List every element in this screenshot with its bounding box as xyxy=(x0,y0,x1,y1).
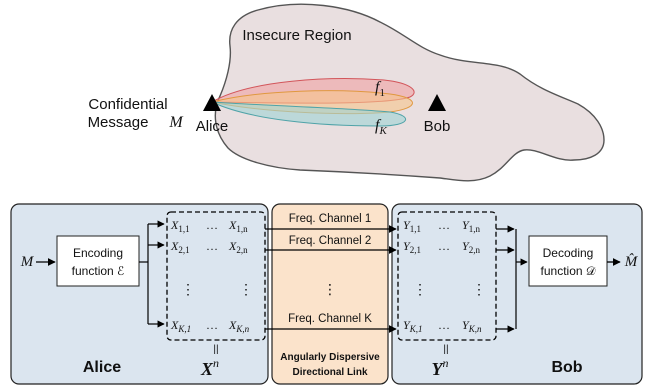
x-entry-K-n: XK,n xyxy=(228,318,250,334)
link-label-2: Directional Link xyxy=(292,367,367,378)
x-equals-sign: || xyxy=(213,344,218,355)
encoder-label-1: Encoding xyxy=(73,246,123,260)
x-dots-row2: … xyxy=(206,239,218,253)
x-entry-1-1: X1,1 xyxy=(170,218,190,234)
y-entry-2-n: Y2,n xyxy=(462,239,480,255)
output-symbol: M̂ xyxy=(624,254,639,270)
link-label-1: Angularly Dispersive xyxy=(280,352,380,363)
x-entry-2-n: X2,n xyxy=(228,239,248,255)
alice-antenna-icon xyxy=(203,94,221,111)
encoder-label-2: function ℰ xyxy=(72,264,125,278)
x-dots-row1: … xyxy=(206,218,218,232)
x-vdots-right: ⋮ xyxy=(239,283,253,298)
bob-top-label: Bob xyxy=(424,118,451,135)
fK-label: fK xyxy=(375,117,387,137)
bob-panel xyxy=(391,203,643,385)
bob-panel-label: Bob xyxy=(551,359,582,376)
y-n-label: Yn xyxy=(432,356,449,379)
input-symbol: M xyxy=(20,254,35,270)
channel-label-K: Freq. Channel K xyxy=(288,313,372,325)
y-entry-1-n: Y1,n xyxy=(462,218,480,234)
link-panel xyxy=(271,203,389,385)
x-n-label: Xn xyxy=(200,356,219,379)
confidential-label: Confidential xyxy=(88,96,167,113)
y-entry-K-1: YK,1 xyxy=(403,318,422,334)
f1-label: f1 xyxy=(375,79,385,99)
y-vdots-right: ⋮ xyxy=(472,283,486,298)
decoder-box xyxy=(528,235,608,287)
channel-vdots: ⋮ xyxy=(323,281,337,297)
message-label: Message xyxy=(88,114,149,131)
message-symbol: M xyxy=(168,114,184,131)
x-entry-2-1: X2,1 xyxy=(170,239,190,255)
x-entry-1-n: X1,n xyxy=(228,218,248,234)
alice-top-label: Alice xyxy=(196,118,229,135)
beam-lobe-fK xyxy=(211,101,407,127)
decoder-label-1: Decoding xyxy=(543,246,594,260)
x-entry-K-1: XK,1 xyxy=(170,318,191,334)
y-entry-2-1: Y2,1 xyxy=(403,239,421,255)
x-vdots-left: ⋮ xyxy=(181,283,195,298)
decoder-label-2: function 𝒟 xyxy=(541,264,596,278)
y-vdots-left: ⋮ xyxy=(413,283,427,298)
channel-label-2: Freq. Channel 2 xyxy=(289,235,371,247)
x-dots-rowK: … xyxy=(206,318,218,332)
encoder-box xyxy=(56,235,140,287)
y-matrix-entries: Y1,1 … Y1,n Y2,1 … Y2,n ⋮ ⋮ YK,1 … YK,n xyxy=(403,218,486,334)
y-equals-sign: || xyxy=(443,344,448,355)
bob-antenna-icon xyxy=(428,94,446,111)
insecure-region-label: Insecure Region xyxy=(242,27,351,44)
channel-label-1: Freq. Channel 1 xyxy=(289,213,371,225)
y-matrix-box xyxy=(397,211,497,341)
x-matrix-box xyxy=(166,211,266,341)
x-matrix-entries: X1,1 … X1,n X2,1 … X2,n ⋮ ⋮ XK,1 … XK,n xyxy=(170,218,253,334)
y-entry-1-1: Y1,1 xyxy=(403,218,421,234)
alice-panel-label: Alice xyxy=(83,359,121,376)
y-dots-row2: … xyxy=(438,239,450,253)
y-dots-row1: … xyxy=(438,218,450,232)
y-dots-rowK: … xyxy=(438,318,450,332)
y-entry-K-n: YK,n xyxy=(462,318,482,334)
